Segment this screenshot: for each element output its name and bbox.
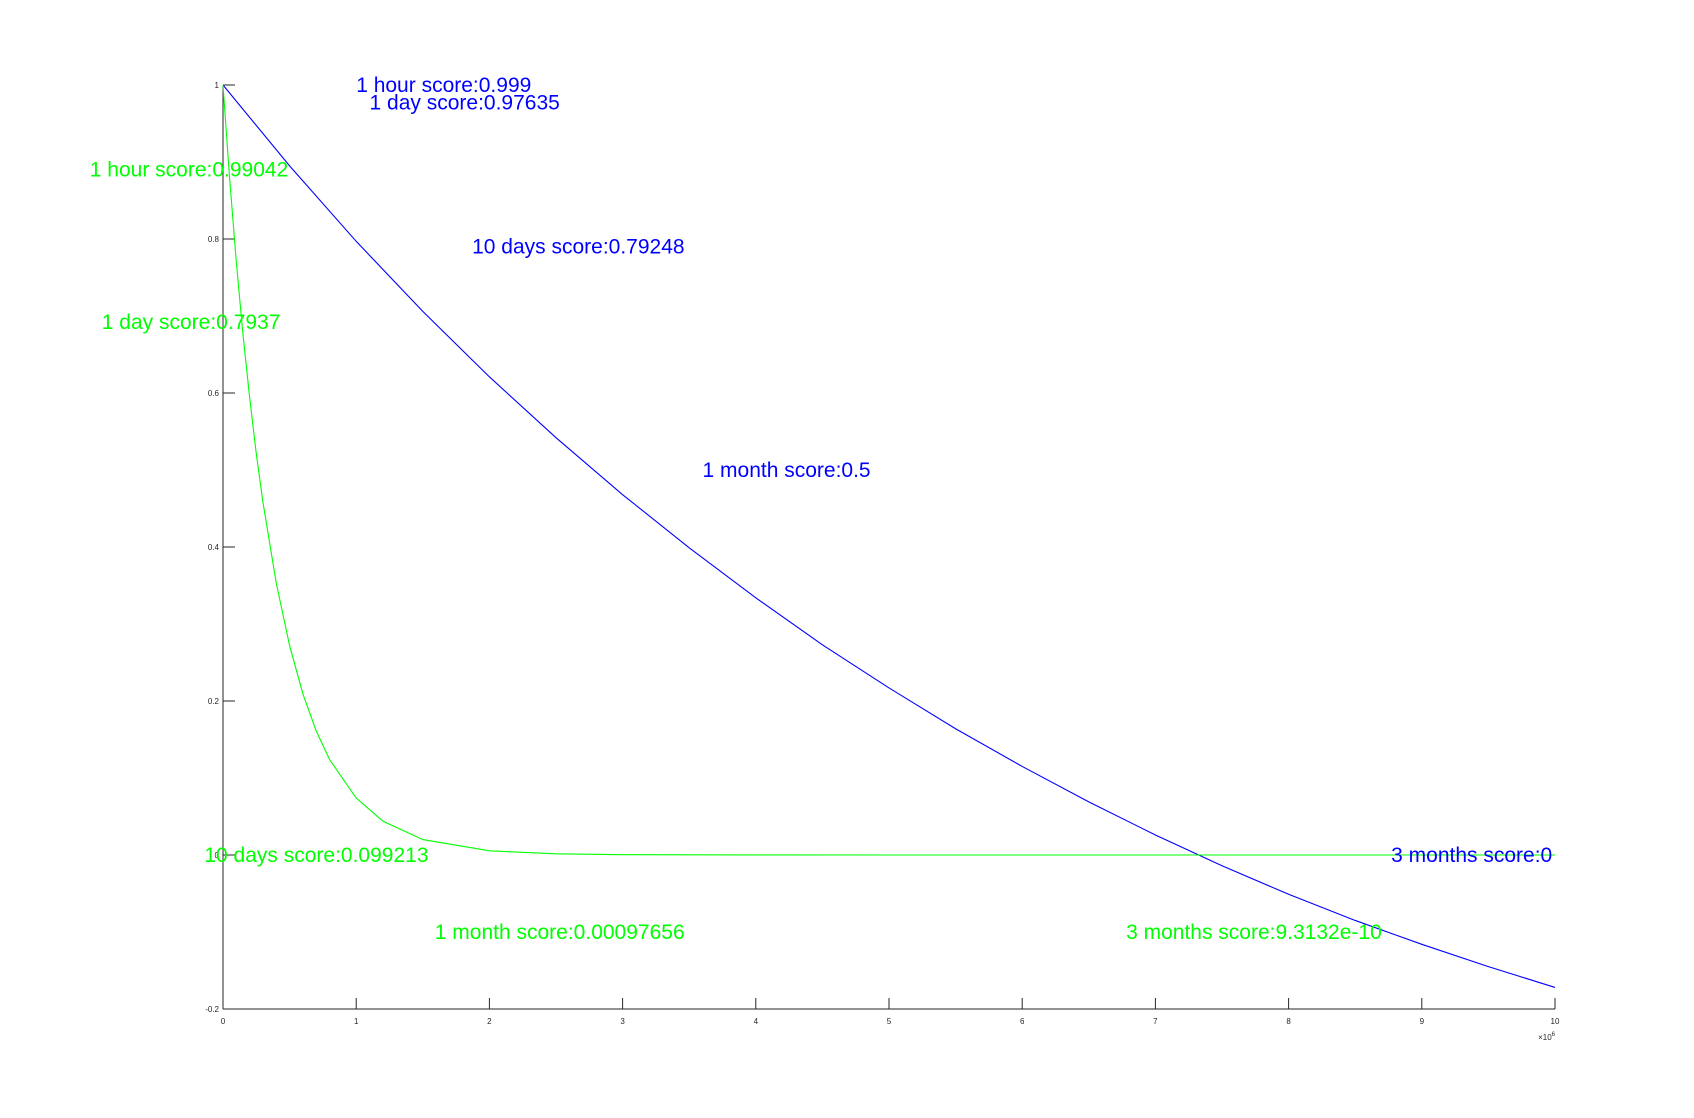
score-annotation: 1 day score:0.97635 (370, 92, 560, 115)
x-tick-label: 4 (754, 1017, 759, 1026)
y-tick-label: 0 (215, 851, 220, 860)
score-annotation: 1 hour score:0.99042 (90, 159, 288, 182)
x-tick-label: 6 (1020, 1017, 1025, 1026)
y-tick-label: 0.4 (208, 543, 220, 552)
score-annotation: 10 days score:0.099213 (204, 844, 428, 867)
x-tick-label: 10 (1551, 1017, 1560, 1026)
score-annotation: 1 month score:0.00097656 (435, 921, 685, 944)
x-tick-label: 3 (620, 1017, 625, 1026)
x-tick-label: 8 (1286, 1017, 1291, 1026)
y-tick-label: -0.2 (205, 1005, 219, 1014)
series-line-2 (222, 84, 1555, 856)
curves (222, 84, 1556, 988)
series-line-1 (222, 84, 1556, 988)
x-tick-label: 9 (1420, 1017, 1425, 1026)
score-annotation: 1 hour score:0.999 (356, 74, 531, 97)
score-annotation: 10 days score:0.79248 (472, 236, 684, 259)
y-tick-label: 0.8 (208, 235, 220, 244)
x-tick-label: 5 (887, 1017, 892, 1026)
score-annotation: 1 month score:0.5 (703, 459, 871, 482)
score-annotation: 3 months score:0 (1391, 844, 1552, 867)
x-tick-label: 7 (1153, 1017, 1158, 1026)
x-tick-label: 2 (487, 1017, 492, 1026)
y-tick-label: 1 (215, 81, 220, 90)
axes: 0 1 2 3 4 5 6 7 8 9 10-0.200.20.40.60.81 (205, 81, 1560, 1026)
y-tick-label: 0.2 (208, 697, 220, 706)
x-axis-exponent-label: ×106 (1538, 1032, 1556, 1042)
score-annotation: 1 day score:0.7937 (102, 311, 281, 334)
y-tick-label: 0.6 (208, 389, 220, 398)
x-tick-label: 0 (221, 1017, 226, 1026)
x-tick-label: 1 (354, 1017, 359, 1026)
score-annotation: 3 months score:9.3132e-10 (1126, 921, 1382, 944)
